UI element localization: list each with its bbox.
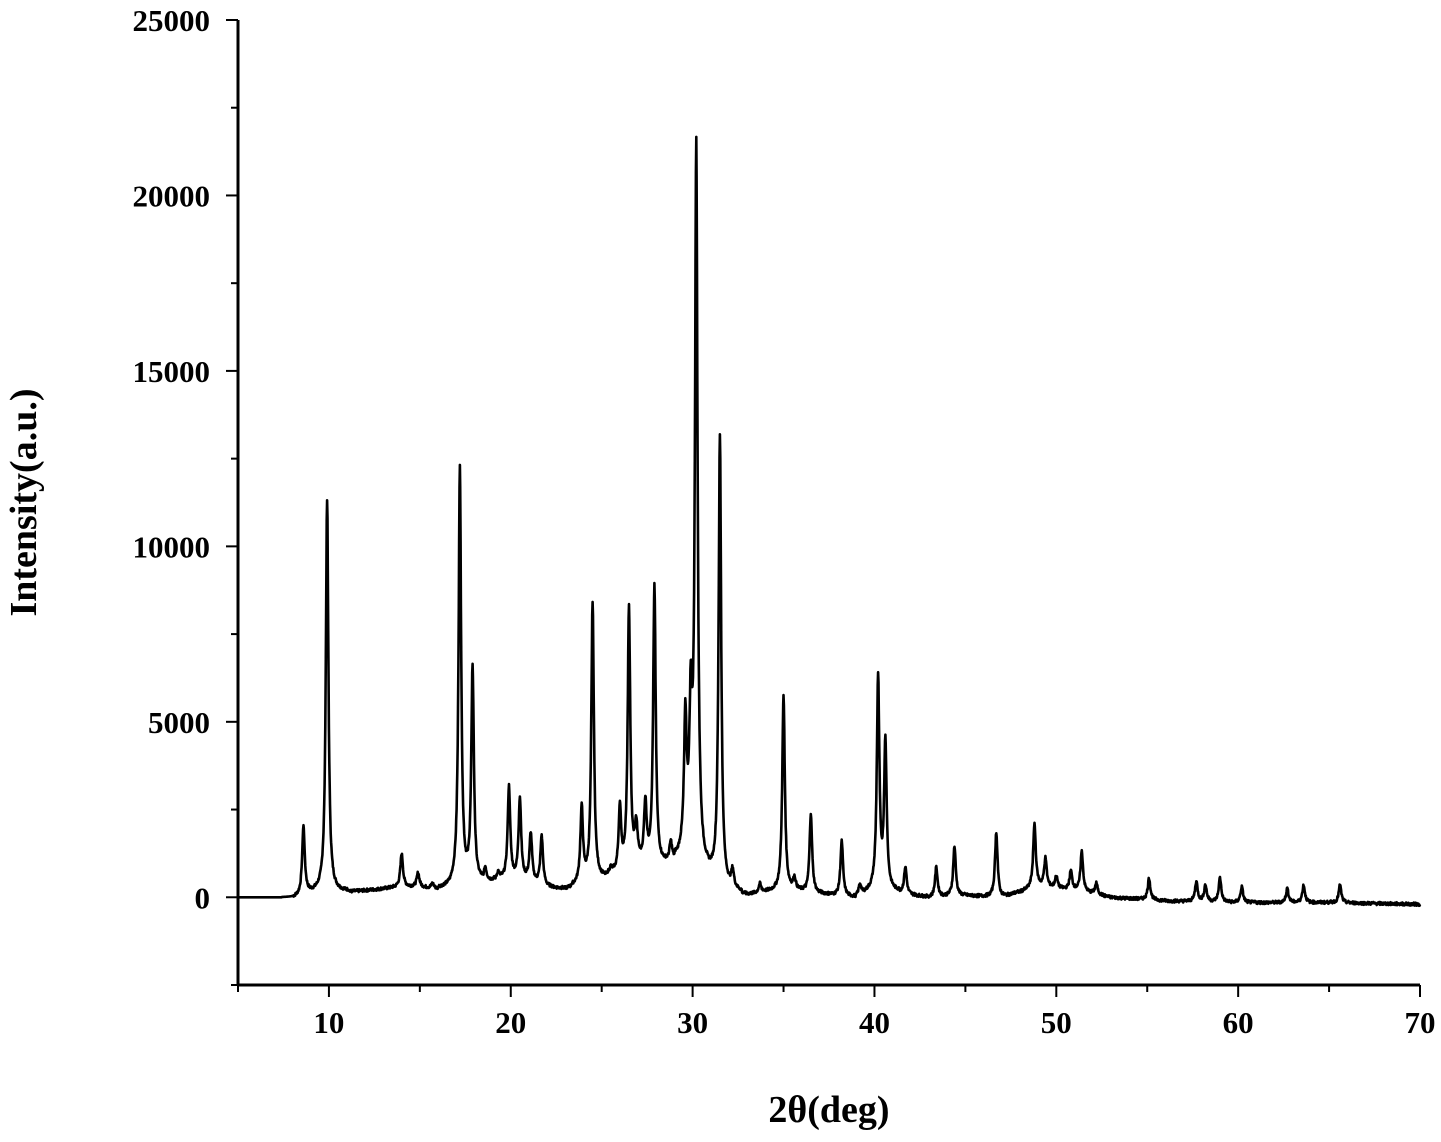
y-tick-label: 25000 (133, 3, 211, 38)
y-tick-label: 5000 (148, 705, 210, 740)
y-axis-title: Intensity(a.u.) (3, 388, 45, 616)
x-tick-label: 70 (1405, 1005, 1436, 1040)
axes (226, 20, 1420, 997)
x-tick-label: 10 (313, 1005, 344, 1040)
y-tick-label: 20000 (133, 178, 211, 213)
x-tick-label: 50 (1041, 1005, 1072, 1040)
y-tick-label: 15000 (133, 354, 211, 389)
x-tick-label: 20 (495, 1005, 526, 1040)
series-layer (238, 137, 1420, 906)
x-tick-label: 40 (859, 1005, 890, 1040)
x-tick-label: 60 (1223, 1005, 1254, 1040)
x-tick-label: 30 (677, 1005, 708, 1040)
xrd-pattern-line (238, 137, 1420, 906)
y-tick-label: 10000 (133, 529, 211, 564)
x-axis-title: 2θ(deg) (768, 1089, 889, 1131)
y-tick-label: 0 (195, 880, 211, 915)
